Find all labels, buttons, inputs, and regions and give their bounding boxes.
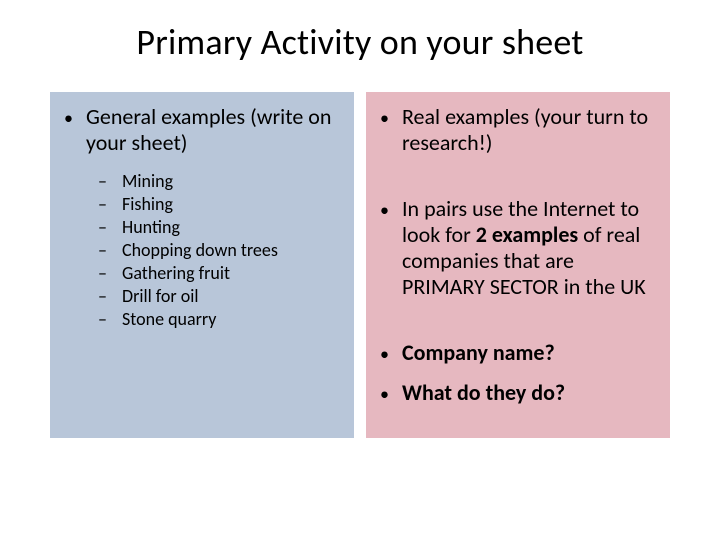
list-item: –Gathering fruit [98, 262, 340, 285]
list-item-text: Stone quarry [122, 308, 216, 331]
list-item: –Mining [98, 170, 340, 193]
list-item-text: Hunting [122, 216, 180, 239]
bullet-dot-icon: • [64, 104, 86, 129]
spacer [380, 170, 656, 196]
left-heading-text: General examples (write on your sheet) [86, 104, 340, 156]
dash-icon: – [98, 239, 122, 262]
list-item-text: Drill for oil [122, 285, 199, 308]
list-item: –Chopping down trees [98, 239, 340, 262]
list-item-text: Chopping down trees [122, 239, 278, 262]
text-bold: 2 examples [476, 221, 578, 248]
dash-icon: – [98, 216, 122, 239]
right-bullet-text: Real examples (your turn to research!) [402, 104, 656, 156]
list-item: –Hunting [98, 216, 340, 239]
bullet-dot-icon: • [380, 196, 402, 221]
right-bullet-text: In pairs use the Internet to look for 2 … [402, 196, 656, 300]
dash-icon: – [98, 193, 122, 216]
right-bullet: • In pairs use the Internet to look for … [380, 196, 656, 300]
dash-icon: – [98, 285, 122, 308]
left-heading-bullet: • General examples (write on your sheet) [64, 104, 340, 156]
columns: • General examples (write on your sheet)… [50, 92, 670, 438]
left-column: • General examples (write on your sheet)… [50, 92, 354, 438]
list-item: –Stone quarry [98, 308, 340, 331]
list-item-text: Gathering fruit [122, 262, 230, 285]
dash-icon: – [98, 308, 122, 331]
right-column: • Real examples (your turn to research!)… [366, 92, 670, 438]
list-item-text: Fishing [122, 193, 173, 216]
bullet-dot-icon: • [380, 340, 402, 365]
list-item-text: Mining [122, 170, 173, 193]
slide-title: Primary Activity on your sheet [50, 20, 670, 64]
spacer [380, 314, 656, 340]
list-item: –Fishing [98, 193, 340, 216]
right-bullet: • Real examples (your turn to research!) [380, 104, 656, 156]
right-bullet-text: Company name? [402, 340, 555, 366]
left-sub-list: –Mining –Fishing –Hunting –Chopping down… [64, 170, 340, 331]
right-bullet-text: What do they do? [402, 380, 565, 406]
bullet-dot-icon: • [380, 104, 402, 129]
dash-icon: – [98, 262, 122, 285]
right-bullet: • What do they do? [380, 380, 656, 406]
dash-icon: – [98, 170, 122, 193]
right-bullet: • Company name? [380, 340, 656, 366]
slide: Primary Activity on your sheet • General… [0, 0, 720, 540]
list-item: –Drill for oil [98, 285, 340, 308]
bullet-dot-icon: • [380, 380, 402, 405]
